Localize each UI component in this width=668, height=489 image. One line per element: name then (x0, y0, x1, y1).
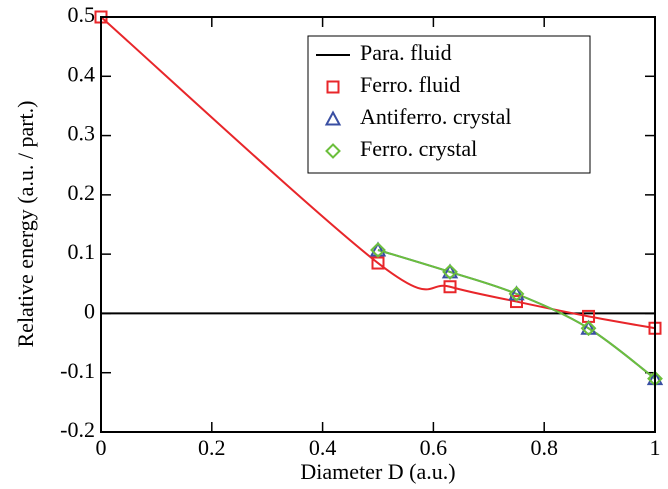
y-tick-label: 0.3 (68, 121, 96, 146)
legend-label: Ferro. fluid (360, 72, 460, 97)
series-line (100, 16, 656, 330)
y-tick-label: 0.1 (68, 239, 96, 264)
x-tick-label: 0.8 (530, 435, 558, 460)
marker-square (443, 280, 457, 294)
y-tick-label: -0.2 (60, 417, 95, 442)
legend-label: Ferro. crystal (360, 136, 477, 161)
x-tick-label: 0.4 (309, 435, 337, 460)
x-tick-label: 0.6 (420, 435, 448, 460)
legend-label: Antiferro. crystal (360, 104, 512, 129)
x-axis-label: Diameter D (a.u.) (300, 459, 455, 484)
x-tick-label: 0.2 (198, 435, 226, 460)
x-tick-label: 1 (650, 435, 661, 460)
y-tick-label: -0.1 (60, 358, 95, 383)
y-tick-label: 0.4 (68, 61, 96, 86)
marker-diamond (580, 320, 597, 337)
legend-box (307, 35, 591, 174)
marker-triangle (369, 241, 387, 257)
marker-diamond (370, 242, 386, 258)
y-tick-label: 0 (84, 298, 95, 323)
plot-frame (100, 16, 656, 433)
marker-square (510, 295, 523, 309)
marker-diamond (325, 143, 341, 159)
marker-triangle (324, 110, 342, 126)
y-tick-label: 0.2 (68, 180, 96, 205)
marker-square (326, 80, 340, 94)
y-tick-label: 0.5 (68, 2, 96, 27)
marker-diamond (442, 264, 458, 280)
y-axis-label: Relative energy (a.u. / part.) (13, 101, 38, 348)
x-tick-label: 0 (96, 435, 107, 460)
legend-label: Para. fluid (360, 40, 452, 65)
marker-diamond (508, 285, 525, 302)
series-line (377, 249, 656, 380)
legend: Para. fluid Ferro. fluid Antiferro. crysta… (307, 35, 591, 174)
